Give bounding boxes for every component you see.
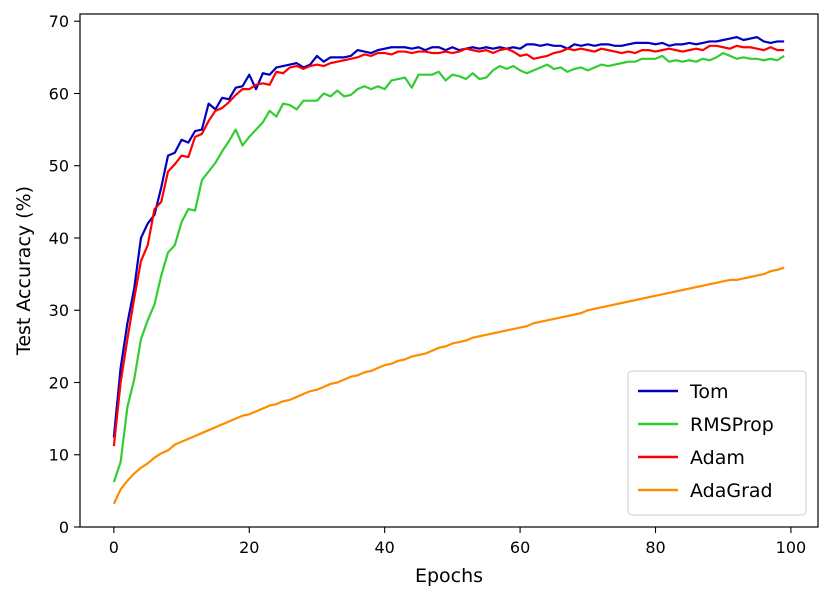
axis-ticks: 0 20 40 60 80 100 0 10 20 30 40 50 60 70 [49, 12, 807, 557]
y-tick-label: 50 [49, 157, 69, 176]
x-tick-label: 20 [239, 538, 259, 557]
y-tick-label: 20 [49, 373, 69, 392]
plot-area-frame [79, 13, 819, 528]
y-tick-label: 0 [59, 518, 69, 537]
y-tick-label: 70 [49, 12, 69, 31]
legend-label-adagrad: AdaGrad [690, 480, 773, 502]
y-tick-label: 60 [49, 84, 69, 103]
y-tick-label: 10 [49, 446, 69, 465]
legend-label-rmsprop: RMSProp [690, 414, 774, 436]
series-line-adam [112, 44, 785, 447]
series-line-adagrad [112, 266, 785, 505]
series-line-rmsprop [112, 51, 785, 483]
x-tick-label: 80 [645, 538, 665, 557]
y-axis-label: Test Accuracy (%) [13, 186, 35, 356]
y-tick-label: 30 [49, 301, 69, 320]
x-axis-label: Epochs [415, 565, 483, 587]
legend-label-tom: Tom [689, 381, 729, 403]
y-tick-label: 40 [49, 229, 69, 248]
x-tick-label: 60 [510, 538, 530, 557]
legend-label-adam: Adam [690, 447, 745, 469]
x-tick-label: 40 [374, 538, 394, 557]
legend: Tom RMSProp Adam AdaGrad [627, 370, 807, 516]
series-line-tom [112, 36, 785, 438]
x-tick-label: 100 [776, 538, 807, 557]
x-tick-label: 0 [109, 538, 119, 557]
legend-box [627, 370, 807, 516]
